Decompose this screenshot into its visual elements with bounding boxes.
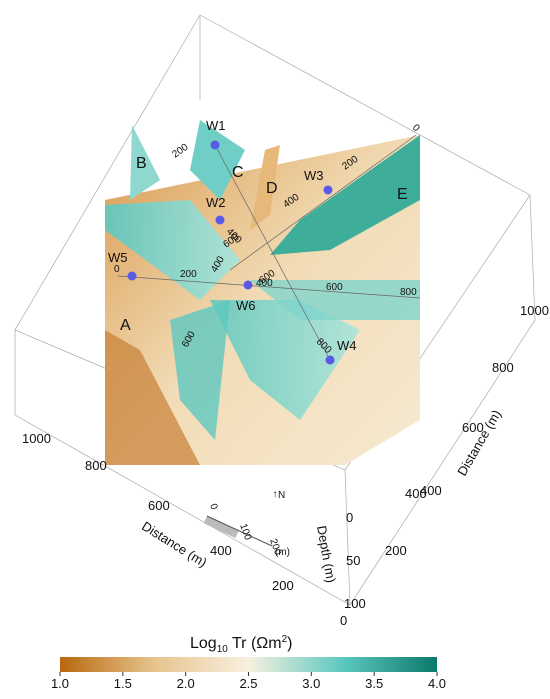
x-axis-label: Distance (m) <box>139 518 209 570</box>
well-label: W2 <box>206 195 226 210</box>
x-tick-label: 600 <box>148 498 170 513</box>
scale-unit: (m) <box>275 547 290 558</box>
colorbar-tick-label: 4.0 <box>428 676 446 691</box>
well-label: W3 <box>304 168 324 183</box>
zone-label: E <box>397 186 408 203</box>
base-tick-label: 200 <box>385 543 407 558</box>
well-marker <box>210 140 220 150</box>
colorbar-tick-label: 2.5 <box>239 676 257 691</box>
well-label: W4 <box>337 338 357 353</box>
y-tick-label: 400 <box>420 483 442 498</box>
zone-label: B <box>136 155 147 172</box>
y-axis-label: Distance (m) <box>454 407 504 478</box>
colorbar-tick-label: 1.5 <box>114 676 132 691</box>
profile-tick-label: 200 <box>170 142 190 161</box>
x-tick-label: 400 <box>210 543 232 558</box>
scale-bar <box>203 516 239 539</box>
well-label: W6 <box>236 298 256 313</box>
well-marker <box>323 185 333 195</box>
fence-panels <box>105 120 421 465</box>
zone-label: D <box>266 180 278 197</box>
colorbar: 1.0 1.5 2.0 2.5 3.0 3.5 4.0 Log10 Tr (Ωm2) <box>51 634 446 691</box>
z-tick-label: 0 <box>346 510 353 525</box>
base-tick-label: 0 <box>340 613 347 628</box>
north-label: N <box>278 490 285 501</box>
y-tick-label: 800 <box>492 360 514 375</box>
z-tick-label: 100 <box>344 596 366 611</box>
z-tick-label: 50 <box>346 553 360 568</box>
well-marker <box>243 280 253 290</box>
colorbar-title-part: 2 <box>282 634 288 645</box>
zone-label: C <box>232 164 244 181</box>
colorbar-title-part: ) <box>287 635 292 652</box>
well-marker <box>127 271 137 281</box>
profile-tick-label: 0 <box>114 264 120 275</box>
colorbar-tick-label: 1.0 <box>51 676 69 691</box>
x-tick-label: 200 <box>272 578 294 593</box>
colorbar-title-part: Log <box>190 635 217 652</box>
base-tick-label: 400 <box>405 486 427 501</box>
zone-label: A <box>120 317 131 334</box>
north-arrow: ↑ <box>273 489 278 500</box>
colorbar-tick-label: 3.0 <box>302 676 320 691</box>
well-marker <box>325 355 335 365</box>
scale-tick-label: 100 <box>237 522 253 542</box>
y-tick-label: 600 <box>462 420 484 435</box>
colorbar-title-part: Tr (Ωm <box>228 635 282 652</box>
profile-tick-label: 200 <box>180 269 197 280</box>
colorbar-title-part: 10 <box>217 644 229 655</box>
colorbar-tick-label: 2.0 <box>177 676 195 691</box>
y-tick-label: 1000 <box>520 303 549 318</box>
x-tick-label: 800 <box>85 458 107 473</box>
z-axis-label: Depth (m) <box>314 524 339 584</box>
scale-tick-label: 0 <box>207 502 219 511</box>
well-label: W5 <box>108 250 128 265</box>
x-tick-label: 1000 <box>22 431 51 446</box>
colorbar-gradient <box>60 657 437 672</box>
well-label: W1 <box>206 118 226 133</box>
profile-tick-label: 600 <box>326 282 343 293</box>
colorbar-title: Log10 Tr (Ωm2) <box>190 634 292 655</box>
scale-bar-line <box>206 515 273 547</box>
profile-tick-label: 400 <box>256 278 273 289</box>
colorbar-tick-label: 3.5 <box>365 676 383 691</box>
profile-tick-label: 800 <box>400 287 417 298</box>
well-marker <box>215 215 225 225</box>
